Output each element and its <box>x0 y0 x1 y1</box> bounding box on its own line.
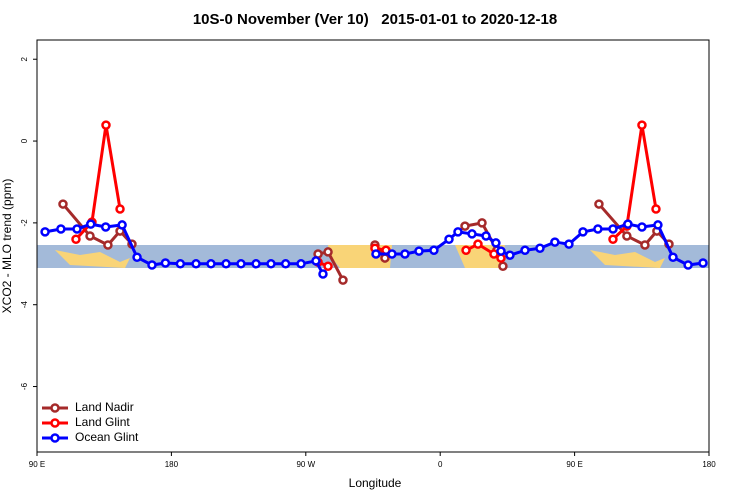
data-point <box>400 249 410 259</box>
data-point <box>429 245 439 256</box>
y-tick-label: 2 <box>20 56 29 61</box>
x-tick-label: 180 <box>165 460 179 469</box>
legend-marker <box>50 418 60 428</box>
data-point <box>594 199 604 209</box>
legend-label: Land Glint <box>75 415 130 429</box>
x-tick-label: 90 E <box>29 460 45 469</box>
chart-title: 10S-0 November (Ver 10) 2015-01-01 to 20… <box>193 11 557 28</box>
data-point <box>117 220 127 230</box>
data-point <box>460 221 470 231</box>
data-point <box>318 269 328 279</box>
data-point <box>520 245 530 256</box>
data-point <box>453 227 463 237</box>
data-point <box>56 224 66 234</box>
legend-label: Ocean Glint <box>75 430 139 444</box>
data-point <box>461 245 471 256</box>
x-tick-label: 180 <box>702 460 716 469</box>
y-axis-label: XCO2 - MLO trend (ppm) <box>0 179 14 314</box>
data-point <box>221 259 231 269</box>
legend-label: Land Nadir <box>75 400 134 414</box>
data-point <box>668 252 678 263</box>
data-point <box>637 120 647 130</box>
data-point <box>371 249 381 259</box>
legend-marker <box>50 433 60 443</box>
data-point <box>496 246 506 256</box>
data-point <box>296 259 306 269</box>
data-point <box>651 204 661 214</box>
data-point <box>338 275 348 285</box>
data-point <box>444 234 454 244</box>
data-point <box>491 238 501 248</box>
data-point <box>640 240 650 250</box>
data-point <box>160 258 171 268</box>
data-point <box>266 259 276 269</box>
data-point <box>623 219 633 229</box>
data-point <box>608 224 618 234</box>
data-point <box>535 243 545 254</box>
data-point <box>505 250 515 260</box>
x-axis-label: Longitude <box>349 476 402 490</box>
data-point <box>498 261 508 272</box>
data-point <box>387 249 397 259</box>
data-point <box>578 227 588 237</box>
data-point <box>481 231 491 241</box>
data-point <box>467 229 477 239</box>
data-point <box>323 261 333 272</box>
data-point <box>58 199 68 209</box>
data-point <box>175 259 186 269</box>
data-point <box>608 234 618 244</box>
data-point <box>564 239 574 249</box>
y-tick-label: -2 <box>20 219 29 227</box>
data-point <box>280 259 291 269</box>
data-point <box>683 260 693 270</box>
data-point <box>477 218 487 228</box>
data-point <box>100 222 111 232</box>
data-point <box>72 224 82 234</box>
data-point <box>622 231 632 241</box>
x-tick-label: 90 W <box>296 460 315 469</box>
data-point <box>71 234 81 244</box>
data-point <box>132 252 142 263</box>
data-point <box>380 253 390 263</box>
data-point <box>115 204 125 214</box>
data-point <box>101 120 111 130</box>
legend-marker <box>50 403 60 413</box>
data-point <box>414 246 424 256</box>
data-point <box>191 259 201 269</box>
x-tick-label: 90 E <box>566 460 582 469</box>
data-point <box>40 227 50 237</box>
y-tick-label: -4 <box>20 301 29 309</box>
data-point <box>311 256 321 266</box>
data-point <box>653 220 663 230</box>
data-point <box>473 239 483 249</box>
x-tick-label: 0 <box>438 460 443 469</box>
series-line <box>74 124 658 268</box>
data-point <box>637 222 647 232</box>
data-point <box>323 247 333 257</box>
data-point <box>85 231 95 241</box>
data-point <box>550 237 560 247</box>
data-point <box>103 240 113 250</box>
data-point <box>86 219 96 229</box>
data-point <box>251 259 261 269</box>
data-point <box>236 259 246 269</box>
plot-frame <box>36 39 710 453</box>
data-point <box>147 260 157 270</box>
y-tick-label: 0 <box>20 138 29 143</box>
data-point <box>593 224 603 234</box>
data-point <box>698 258 708 268</box>
y-tick-label: -6 <box>20 382 29 390</box>
data-point <box>206 259 216 269</box>
